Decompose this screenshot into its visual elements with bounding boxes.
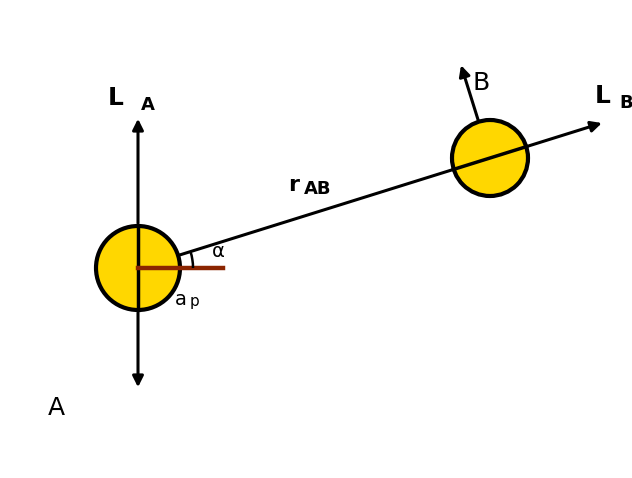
Text: α: α	[212, 242, 225, 261]
Text: a: a	[174, 290, 186, 309]
Text: L: L	[595, 84, 611, 108]
Text: B: B	[619, 94, 632, 112]
Text: B: B	[472, 71, 489, 95]
Text: L: L	[108, 86, 124, 110]
Text: A: A	[141, 96, 155, 114]
Circle shape	[96, 226, 180, 310]
Text: AB: AB	[304, 180, 332, 198]
Text: p: p	[190, 294, 199, 309]
Text: A: A	[48, 396, 65, 420]
Circle shape	[452, 120, 528, 196]
Text: r: r	[288, 175, 300, 195]
